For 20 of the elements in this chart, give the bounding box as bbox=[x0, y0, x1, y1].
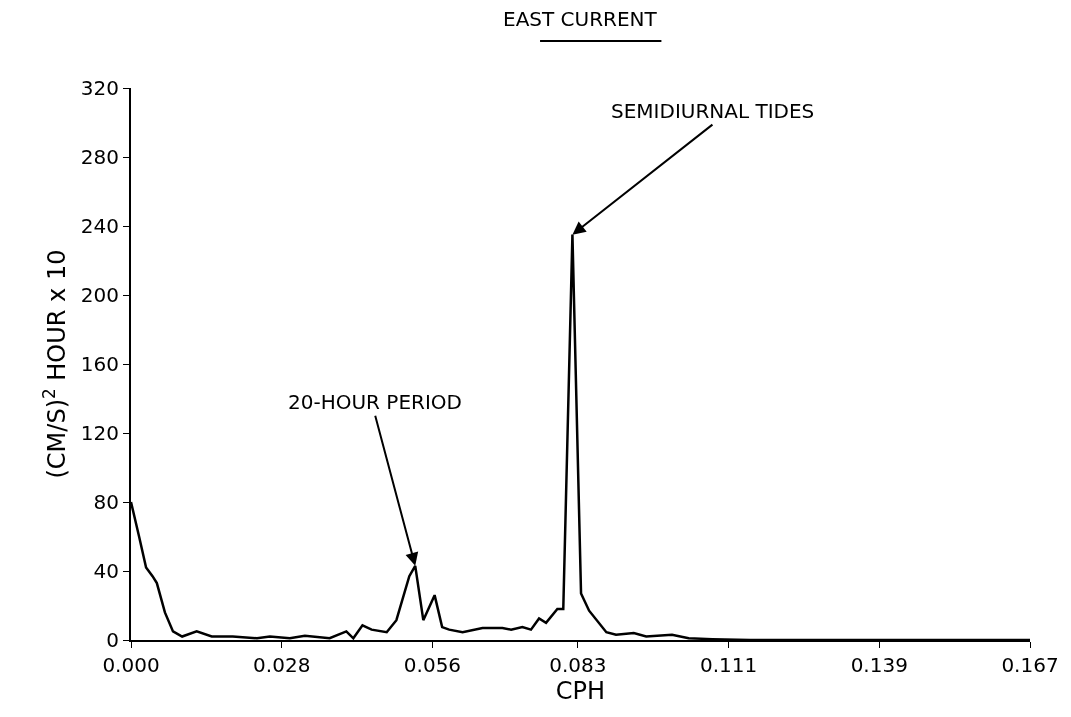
x-tick-label: 0.056 bbox=[403, 653, 462, 677]
x-tick-label: 0.111 bbox=[699, 653, 758, 677]
y-tick-label: 120 bbox=[80, 421, 119, 445]
x-tick-label: 0.167 bbox=[1001, 653, 1059, 677]
x-tick-label: 0.000 bbox=[102, 653, 160, 677]
x-tick-label: 0.083 bbox=[549, 653, 607, 677]
annotation: 20-HOUR PERIOD bbox=[288, 390, 462, 414]
y-tick-label: 280 bbox=[80, 145, 119, 169]
y-tick-label: 200 bbox=[80, 283, 119, 307]
x-tick-label: 0.028 bbox=[253, 653, 311, 677]
y-tick-label: 80 bbox=[93, 490, 119, 514]
x-tick-label: 0.139 bbox=[850, 653, 908, 677]
annotation: SEMIDIURNAL TIDES bbox=[611, 99, 815, 123]
y-tick-label: 240 bbox=[80, 214, 119, 238]
y-tick-label: 160 bbox=[80, 352, 119, 376]
x-axis-title: CPH bbox=[555, 677, 606, 705]
y-tick-label: 320 bbox=[80, 76, 119, 100]
y-tick-label: 40 bbox=[93, 559, 119, 583]
y-tick-label: 0 bbox=[106, 628, 119, 652]
chart-title: EAST CURRENT bbox=[503, 7, 658, 31]
